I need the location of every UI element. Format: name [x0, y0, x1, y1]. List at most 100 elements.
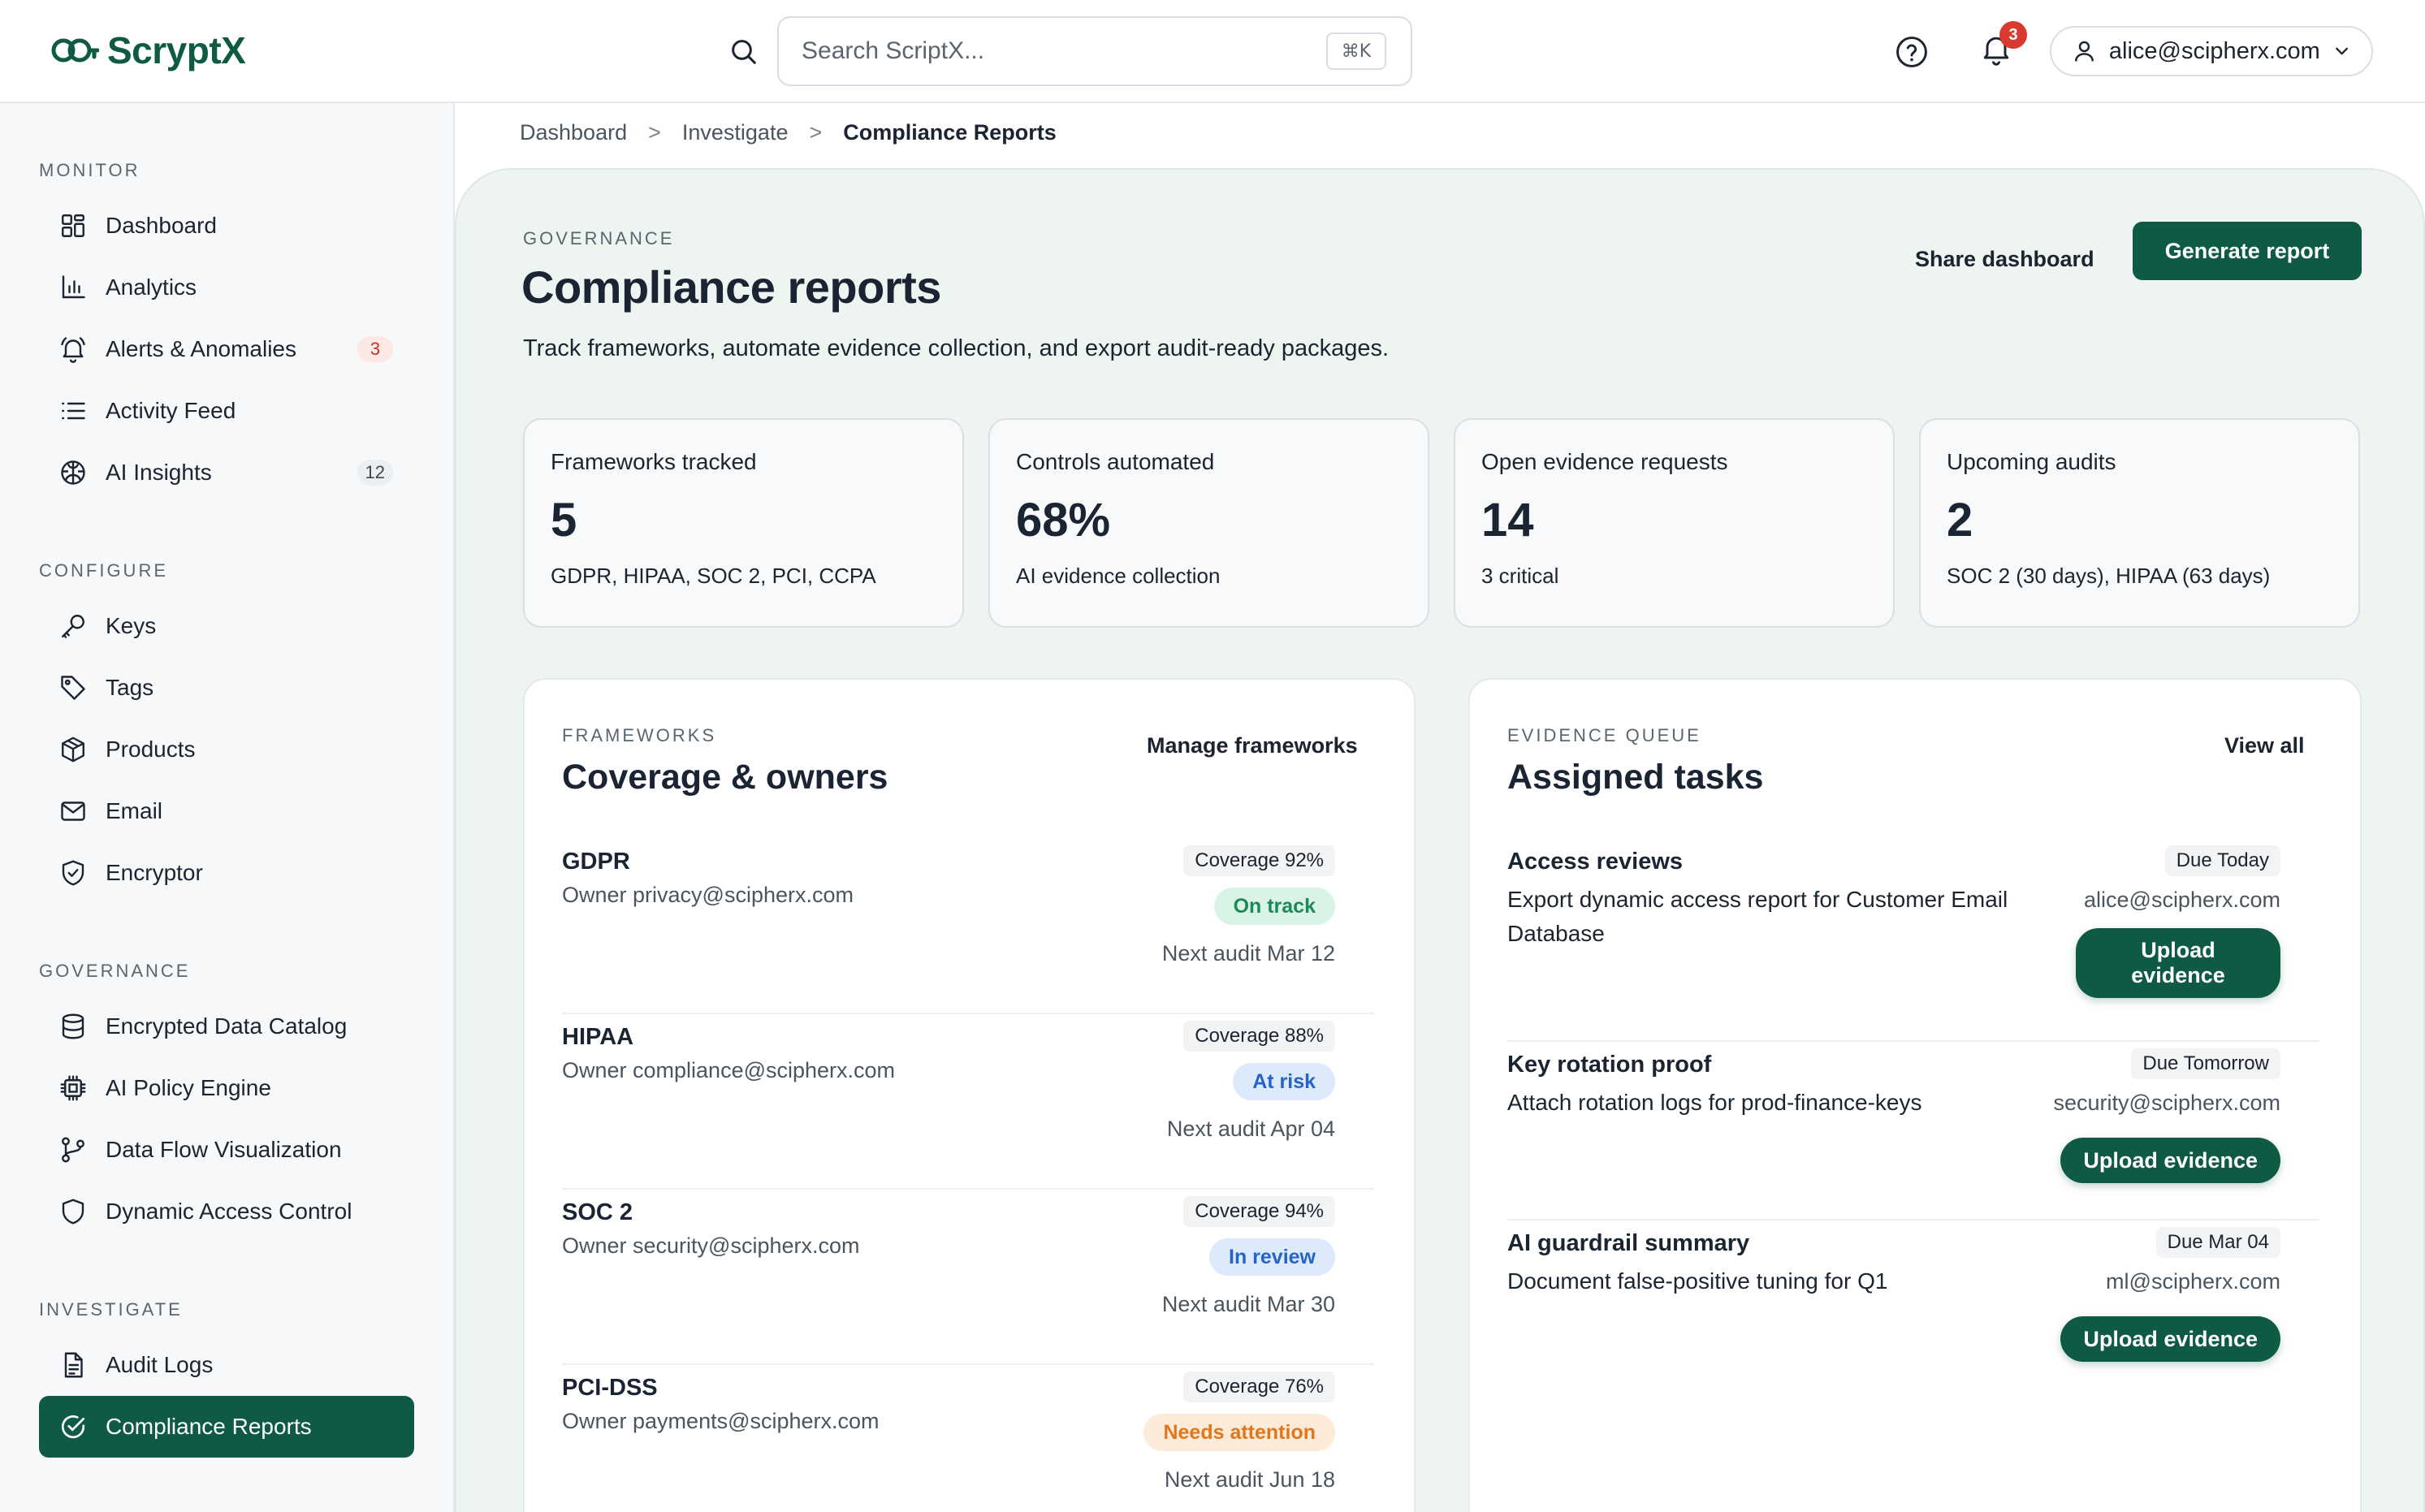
task-row: Access reviews Export dynamic access rep… [1507, 839, 2319, 1042]
sidebar-item-audit-logs[interactable]: Audit Logs [39, 1334, 414, 1396]
task-owner: alice@scipherx.com [2084, 888, 2280, 912]
manage-frameworks-button[interactable]: Manage frameworks [1147, 733, 1358, 758]
nav-section-configure: CONFIGURE [39, 560, 168, 581]
chevron-down-icon [2335, 47, 2348, 55]
page-subtitle: Track frameworks, automate evidence coll… [523, 335, 1390, 361]
sidebar-item-alerts[interactable]: Alerts & Anomalies 3 [39, 318, 414, 380]
stat-label: Upcoming audits [1947, 449, 2116, 474]
nav-section-governance: GOVERNANCE [39, 961, 191, 981]
sidebar-item-label: Keys [106, 613, 157, 638]
due-badge: Due Today [2164, 845, 2280, 876]
task-title: Access reviews [1507, 849, 1684, 875]
breadcrumb-separator: > [809, 120, 823, 145]
stat-label: Open evidence requests [1481, 449, 1728, 474]
tag-icon [61, 676, 85, 700]
task-description: Attach rotation logs for prod-finance-ke… [1507, 1090, 1922, 1115]
sidebar-item-encrypted-data-catalog[interactable]: Encrypted Data Catalog [39, 996, 414, 1057]
breadcrumb-investigate[interactable]: Investigate [681, 120, 789, 145]
next-audit: Next audit Mar 30 [1161, 1292, 1335, 1316]
database-icon [62, 1013, 84, 1039]
next-audit: Next audit Apr 04 [1166, 1117, 1335, 1141]
stat-label: Frameworks tracked [551, 449, 757, 474]
framework-row[interactable]: GDPR Owner privacy@scipherx.com Coverage… [562, 839, 1374, 1014]
task-title: Key rotation proof [1507, 1052, 1712, 1078]
check-circle-icon [61, 1415, 85, 1439]
user-menu[interactable]: alice@scipherx.com [2050, 26, 2373, 76]
sidebar-item-label: Encryptor [106, 860, 203, 885]
breadcrumb: Dashboard > Investigate > Compliance Rep… [520, 120, 1057, 145]
app-name: ScryptX [107, 29, 246, 71]
mail-icon [61, 801, 85, 821]
framework-owner: Owner payments@scipherx.com [562, 1409, 880, 1433]
framework-name: SOC 2 [562, 1199, 633, 1225]
main-panel: GOVERNANCE Compliance reports Track fram… [455, 168, 2425, 1512]
brain-icon [61, 460, 85, 485]
sidebar-item-ai-insights[interactable]: AI Insights 12 [39, 442, 414, 503]
sidebar-item-tags[interactable]: Tags [39, 657, 414, 719]
sidebar-item-email[interactable]: Email [39, 780, 414, 842]
sidebar-item-compliance-reports[interactable]: Compliance Reports [39, 1396, 414, 1458]
next-audit: Next audit Jun 18 [1164, 1467, 1335, 1492]
ai-insights-count-badge: 12 [357, 460, 393, 486]
stat-card-evidence-requests: Open evidence requests 14 3 critical [1454, 418, 1895, 628]
sidebar-item-data-flow-visualization[interactable]: Data Flow Visualization [39, 1119, 414, 1181]
search-icon[interactable] [728, 36, 760, 68]
view-all-button[interactable]: View all [2224, 733, 2305, 758]
generate-report-button[interactable]: Generate report [2133, 222, 2362, 280]
task-owner: security@scipherx.com [2053, 1091, 2280, 1115]
stat-value: 68% [1016, 494, 1111, 546]
framework-row[interactable]: HIPAA Owner compliance@scipherx.com Cove… [562, 1014, 1374, 1190]
notifications-button[interactable] [1978, 31, 2017, 70]
framework-row[interactable]: PCI-DSS Owner payments@scipherx.com Cove… [562, 1365, 1374, 1512]
breadcrumb-dashboard[interactable]: Dashboard [520, 120, 628, 145]
share-dashboard-button[interactable]: Share dashboard [1915, 246, 2094, 271]
sidebar-item-ai-policy-engine[interactable]: AI Policy Engine [39, 1057, 414, 1119]
bell-icon [1983, 37, 2009, 66]
box-icon [62, 737, 84, 762]
sidebar-item-label: Tags [106, 675, 154, 700]
sidebar-item-dynamic-access-control[interactable]: Dynamic Access Control [39, 1181, 414, 1242]
coverage-badge: Coverage 92% [1183, 845, 1335, 876]
upload-evidence-button[interactable]: Upload evidence [2060, 1138, 2280, 1183]
sidebar-item-label: AI Policy Engine [106, 1075, 271, 1100]
due-badge: Due Tomorrow [2131, 1048, 2280, 1079]
bar-chart-icon [62, 275, 85, 299]
framework-name: HIPAA [562, 1024, 634, 1050]
upload-evidence-button[interactable]: Upload evidence [2076, 928, 2280, 998]
sidebar-item-analytics[interactable]: Analytics [39, 257, 414, 318]
upload-evidence-button[interactable]: Upload evidence [2060, 1316, 2280, 1362]
sidebar-item-label: Alerts & Anomalies [106, 336, 296, 361]
task-row: Key rotation proof Attach rotation logs … [1507, 1042, 2319, 1220]
status-badge: Needs attention [1143, 1414, 1335, 1451]
stat-label: Controls automated [1016, 449, 1215, 474]
task-row: AI guardrail summary Document false-posi… [1507, 1220, 2319, 1399]
page-title: Compliance reports [521, 261, 941, 313]
help-icon[interactable] [1894, 34, 1930, 70]
alerts-count-badge: 3 [357, 336, 393, 362]
shield-icon [62, 1199, 84, 1225]
breadcrumb-separator: > [648, 120, 661, 145]
search-input[interactable] [802, 37, 1289, 65]
sidebar-item-products[interactable]: Products [39, 719, 414, 780]
logo-key-icon [51, 38, 99, 63]
evidence-queue-card: EVIDENCE QUEUE Assigned tasks View all A… [1468, 678, 2362, 1512]
sidebar-item-activity-feed[interactable]: Activity Feed [39, 380, 414, 442]
task-description: Export dynamic access report for Custome… [1507, 887, 2008, 946]
list-icon [62, 402, 85, 420]
frameworks-card: FRAMEWORKS Coverage & owners Manage fram… [523, 678, 1416, 1512]
sidebar-item-keys[interactable]: Keys [39, 595, 414, 657]
sidebar-item-label: Audit Logs [106, 1352, 214, 1377]
sidebar-item-dashboard[interactable]: Dashboard [39, 195, 414, 257]
stat-card-frameworks: Frameworks tracked 5 GDPR, HIPAA, SOC 2,… [523, 418, 964, 628]
bell-icon [61, 337, 85, 363]
sidebar-item-label: Data Flow Visualization [106, 1137, 342, 1162]
sidebar-item-encryptor[interactable]: Encryptor [39, 842, 414, 904]
sidebar-item-label: Activity Feed [106, 398, 236, 423]
stat-note: AI evidence collection [1016, 564, 1221, 588]
framework-row[interactable]: SOC 2 Owner security@scipherx.com Covera… [562, 1190, 1374, 1365]
stat-note: 3 critical [1481, 564, 1559, 588]
search-box[interactable]: ⌘K [777, 16, 1412, 86]
sidebar: MONITOR Dashboard Analytics Alerts & Ano… [0, 103, 455, 1512]
framework-owner: Owner compliance@scipherx.com [562, 1058, 896, 1082]
app-logo[interactable]: ScryptX [50, 24, 246, 76]
